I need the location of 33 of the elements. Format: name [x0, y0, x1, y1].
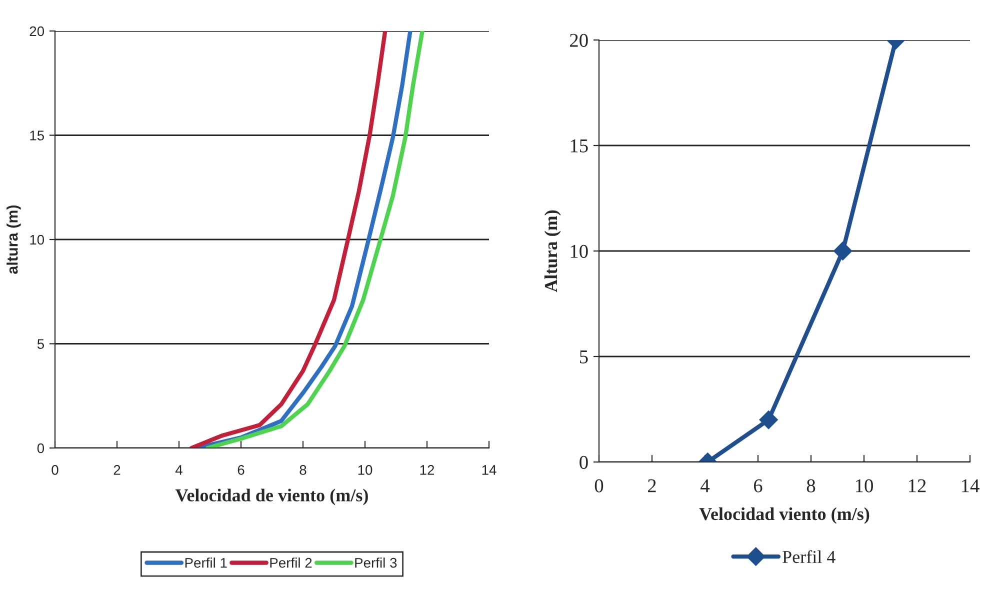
- y-tick-label: 0: [37, 443, 44, 454]
- y-tick-label: 20: [570, 34, 588, 47]
- y-tick-label: 20: [30, 26, 44, 36]
- y-axis-title: Altura (m): [544, 210, 561, 292]
- x-tick-label: 0: [594, 479, 604, 492]
- legend-label: Perfil 2: [270, 558, 312, 568]
- y-tick-label: 15: [30, 130, 44, 140]
- y-axis-title: altura (m): [6, 205, 21, 274]
- legend-label: Perfil 4: [782, 550, 836, 564]
- x-tick-label: 12: [420, 465, 434, 475]
- legend-label: Perfil 3: [355, 558, 397, 568]
- y-tick-label: 10: [570, 244, 588, 258]
- x-tick-label: 10: [358, 465, 372, 475]
- x-tick-label: 10: [856, 479, 873, 492]
- x-tick-label: 8: [300, 465, 306, 475]
- x-tick-label: 12: [908, 479, 926, 492]
- x-axis-title: Velocidad viento (m/s): [699, 507, 870, 524]
- x-tick-label: 2: [648, 479, 656, 492]
- x-tick-label: 6: [238, 465, 244, 475]
- x-tick-label: 4: [175, 465, 182, 475]
- legend-label: Perfil 1: [185, 558, 227, 568]
- y-tick-label: 15: [570, 139, 588, 152]
- y-tick-label: 5: [580, 350, 588, 364]
- x-tick-label: 14: [482, 465, 496, 475]
- x-tick-label: 8: [806, 479, 816, 492]
- x-axis-title: Velocidad de viento (m/s): [175, 488, 368, 506]
- x-tick-label: 4: [700, 479, 710, 492]
- x-tick-label: 0: [52, 465, 58, 475]
- x-tick-label: 2: [114, 465, 120, 475]
- y-tick-label: 5: [37, 339, 44, 349]
- x-tick-label: 14: [962, 479, 980, 492]
- x-tick-label: 6: [754, 479, 762, 492]
- y-tick-label: 10: [30, 234, 44, 245]
